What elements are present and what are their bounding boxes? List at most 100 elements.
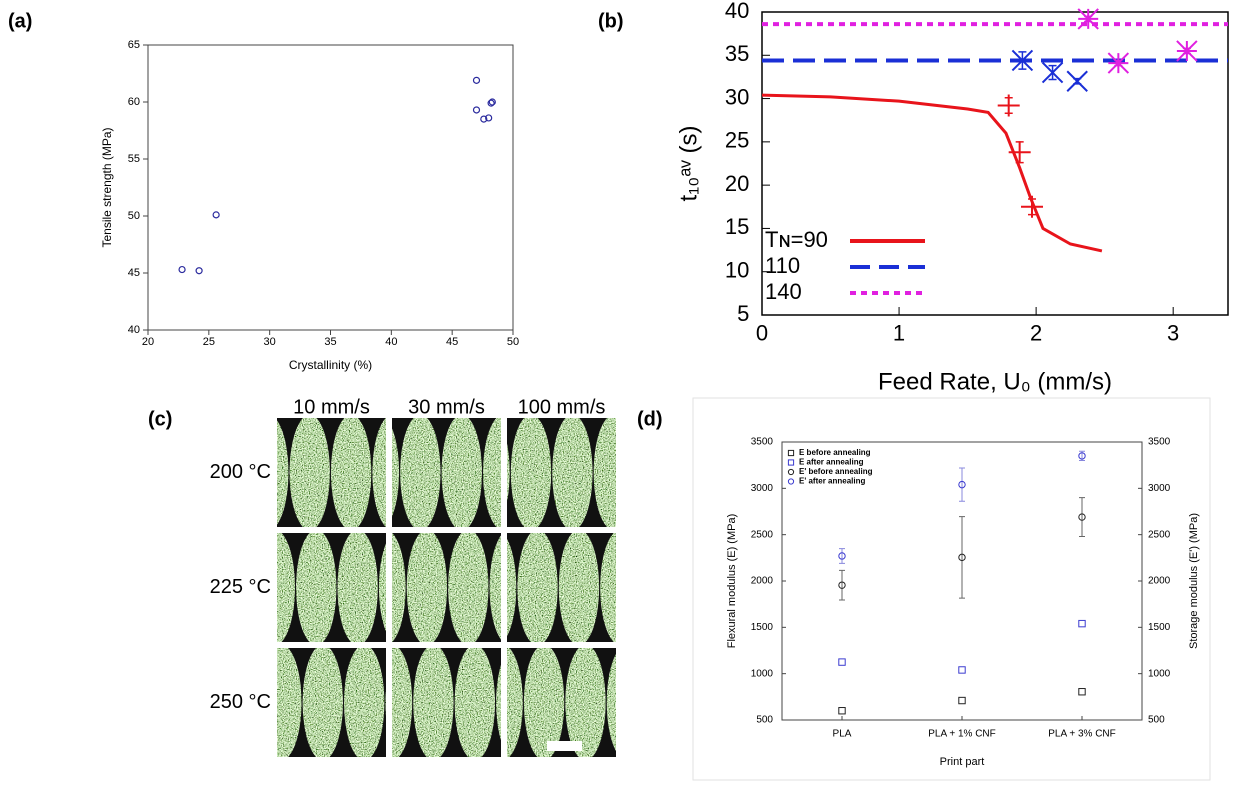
strand xyxy=(302,648,343,757)
y-tick-label: 25 xyxy=(725,128,749,153)
marker xyxy=(1077,8,1099,30)
marker xyxy=(838,581,846,589)
marker xyxy=(485,114,493,122)
data-point xyxy=(1011,49,1034,72)
marker xyxy=(958,480,966,489)
marker xyxy=(997,94,1020,117)
x-tick-label: 25 xyxy=(203,336,215,348)
x-tick-label: PLA + 1% CNF xyxy=(928,729,996,740)
marker xyxy=(1066,70,1088,92)
x-tick-label: 1 xyxy=(893,321,905,346)
marker xyxy=(488,98,496,106)
strand xyxy=(507,648,523,757)
strand xyxy=(448,533,489,642)
strand xyxy=(507,443,510,502)
marker xyxy=(958,553,966,562)
marker xyxy=(958,696,966,705)
micrograph-strands xyxy=(392,418,501,527)
strand xyxy=(454,648,495,757)
y-axis-label: t₁₀ᵃᵛ (s) xyxy=(675,125,702,201)
strand xyxy=(277,533,295,642)
legend-label: Tɴ=90 xyxy=(765,227,828,252)
strand xyxy=(296,533,337,642)
y2-tick-label: 2000 xyxy=(1148,576,1171,587)
data-point xyxy=(1008,141,1031,164)
strand xyxy=(552,418,593,527)
y2-tick-label: 3500 xyxy=(1148,437,1171,448)
strand xyxy=(510,418,552,527)
y-tick-label: 55 xyxy=(128,153,140,165)
strand xyxy=(400,418,441,527)
error-bar xyxy=(839,569,845,601)
strand xyxy=(344,648,385,757)
y-tick-label: 20 xyxy=(725,171,749,196)
y-tick-label: 60 xyxy=(128,96,140,108)
data-point xyxy=(1066,70,1088,92)
strand xyxy=(289,418,330,527)
y2-tick-label: 3000 xyxy=(1148,483,1171,494)
marker xyxy=(1008,141,1031,164)
marker xyxy=(1041,61,1064,84)
y2-tick-label: 500 xyxy=(1148,715,1165,726)
marker xyxy=(1107,52,1130,74)
strand xyxy=(385,689,386,716)
data-point xyxy=(1077,8,1099,30)
marker xyxy=(787,459,795,466)
legend-label: E before annealing xyxy=(799,448,871,457)
y2-tick-label: 1500 xyxy=(1148,622,1171,633)
strand xyxy=(392,533,406,642)
legend-label: 110 xyxy=(765,253,800,278)
plot-frame xyxy=(147,44,514,331)
legend-label: 140 xyxy=(765,279,802,304)
data-point xyxy=(1041,61,1064,84)
x-tick-label: 2 xyxy=(1030,321,1042,346)
error-bar xyxy=(839,548,845,564)
strand xyxy=(593,418,616,527)
strand xyxy=(441,418,482,527)
marker xyxy=(1078,619,1086,628)
x-tick-label: PLA xyxy=(833,729,852,740)
strand xyxy=(378,543,386,632)
x-axis-label: Print part xyxy=(940,756,985,768)
micrograph-strands xyxy=(507,418,616,527)
panel-label: (b) xyxy=(598,10,624,32)
marker xyxy=(838,707,846,715)
marker xyxy=(472,76,481,84)
panel-label: (c) xyxy=(148,408,172,430)
marker xyxy=(195,267,203,275)
column-label: 30 mm/s xyxy=(408,396,485,418)
x-tick-label: PLA + 3% CNF xyxy=(1048,729,1116,740)
strand xyxy=(277,648,302,757)
y-tick-label: 1000 xyxy=(751,668,774,679)
panel-border xyxy=(692,397,1211,781)
x-tick-label: 20 xyxy=(142,336,154,348)
strand xyxy=(277,420,289,525)
marker xyxy=(1078,688,1086,696)
strand xyxy=(558,533,600,642)
marker xyxy=(178,265,186,274)
y-tick-label: 65 xyxy=(128,39,140,51)
column-label: 100 mm/s xyxy=(518,396,606,418)
y-tick-label: 15 xyxy=(725,214,749,239)
y-tick-label: 35 xyxy=(725,41,749,66)
column-label: 10 mm/s xyxy=(293,396,370,418)
y2-tick-label: 2500 xyxy=(1148,529,1171,540)
panel-label: (d) xyxy=(637,408,663,430)
y-tick-label: 40 xyxy=(128,324,140,336)
micrograph-strands xyxy=(392,533,501,642)
micrograph-strands xyxy=(277,648,386,757)
data-point xyxy=(1176,40,1198,62)
legend-label: E' after annealing xyxy=(799,477,865,486)
y2-axis-label: Storage modulus (E') (MPa) xyxy=(1188,513,1200,649)
x-tick-label: 35 xyxy=(324,336,336,348)
strand xyxy=(372,418,386,527)
marker xyxy=(838,552,846,560)
data-point xyxy=(1021,195,1044,218)
strand xyxy=(489,535,501,640)
strand xyxy=(565,648,606,757)
strand xyxy=(600,533,616,642)
y-axis-label: Tensile strength (MPa) xyxy=(100,127,114,247)
error-bar xyxy=(959,516,965,599)
marker xyxy=(1078,513,1086,521)
legend-label: E after annealing xyxy=(799,458,864,467)
